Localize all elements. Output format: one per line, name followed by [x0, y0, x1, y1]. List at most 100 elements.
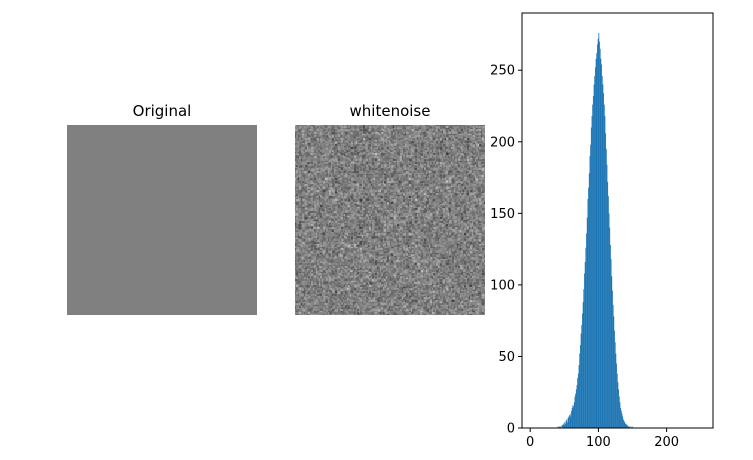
histogram-bar — [610, 259, 612, 428]
histogram-bar — [577, 377, 579, 428]
histogram-bar — [575, 389, 577, 428]
histogram-bar — [571, 407, 573, 428]
histogram-bar — [563, 425, 565, 428]
histogram-bar — [574, 396, 576, 428]
histogram-bar — [588, 187, 589, 428]
histogram-bar — [588, 173, 590, 428]
x-tick-label: 200 — [654, 435, 679, 450]
histogram-bar — [599, 41, 600, 428]
histogram-bar — [622, 419, 624, 428]
histogram-bar — [599, 48, 601, 428]
histogram-bar — [564, 422, 566, 428]
histogram-bar — [593, 84, 595, 428]
histogram-bar — [571, 410, 572, 428]
histogram-axes-frame — [521, 12, 714, 429]
histogram-bar — [579, 353, 581, 428]
histogram-bar — [557, 426, 559, 428]
histogram-bar — [601, 75, 603, 428]
histogram-bar — [582, 313, 583, 428]
histogram-bar — [585, 247, 587, 428]
histogram-bar — [595, 58, 597, 429]
histogram-bar — [612, 304, 614, 428]
y-tick-label: 0 — [507, 422, 515, 437]
histogram-bar — [568, 416, 570, 428]
y-tick-label: 150 — [490, 207, 515, 222]
histogram-bar — [561, 425, 563, 428]
y-tick-label: 200 — [490, 135, 515, 150]
histogram-bar — [601, 64, 602, 428]
histogram-bar — [600, 58, 602, 429]
histogram-bar — [613, 316, 615, 428]
histogram-bar — [625, 423, 627, 428]
histogram-bar — [569, 415, 570, 428]
histogram-bar — [577, 373, 579, 428]
histogram-bar — [609, 227, 611, 428]
histogram-bar — [608, 213, 610, 428]
histogram-bar — [626, 425, 628, 428]
histogram-bar — [630, 426, 632, 428]
histogram-bar — [623, 420, 625, 428]
histogram-bar — [627, 425, 628, 428]
whitenoise-image — [295, 125, 485, 315]
histogram-bar — [576, 385, 578, 428]
histogram-bar — [596, 53, 598, 428]
histogram-bar — [625, 423, 626, 428]
histogram-bar — [602, 84, 604, 428]
histogram-bar — [589, 156, 591, 428]
histogram-bar — [558, 426, 560, 428]
histogram-bar — [604, 116, 606, 428]
histogram-bar — [582, 302, 584, 428]
original-image — [67, 125, 257, 315]
histogram-bar — [607, 181, 609, 428]
histogram-bar — [584, 273, 585, 428]
panel-title-whitenoise: whitenoise — [349, 102, 431, 120]
histogram-bar — [622, 416, 624, 428]
histogram-bar — [579, 345, 581, 428]
histogram-bar — [584, 262, 586, 428]
histogram-bar — [578, 365, 580, 428]
histogram-bar — [619, 402, 621, 428]
histogram-bar — [594, 67, 596, 429]
histogram-bar — [587, 199, 589, 428]
y-tick-label: 50 — [498, 350, 515, 365]
histogram-bar — [614, 342, 616, 428]
histogram-bar — [565, 420, 567, 428]
histogram-bar — [564, 423, 566, 428]
histogram-bar — [606, 164, 608, 429]
histogram-bar — [624, 422, 626, 428]
histogram-bar — [597, 38, 599, 429]
histogram-bar — [590, 127, 592, 428]
histogram-bar — [570, 413, 572, 428]
histogram-bar — [573, 402, 575, 428]
histogram-bar — [611, 276, 613, 428]
histogram-bar — [627, 426, 629, 428]
histogram-bar — [620, 407, 622, 428]
histogram-bar — [575, 393, 577, 428]
histogram-bar — [559, 426, 561, 428]
x-tick-label: 100 — [586, 435, 611, 450]
histogram-bar — [560, 426, 562, 428]
histogram-bar — [629, 426, 630, 428]
histogram-bar — [583, 289, 585, 428]
histogram-bar — [562, 425, 564, 428]
histogram-bar — [609, 244, 611, 428]
histogram-bar — [631, 426, 633, 428]
histogram-bar — [572, 405, 574, 428]
histogram-bar — [591, 116, 593, 428]
histogram-bar — [615, 353, 617, 428]
histogram-bar — [605, 148, 607, 428]
histogram-bar — [592, 104, 594, 428]
histogram-bar — [566, 419, 568, 428]
histogram-bar — [569, 416, 571, 428]
panel-title-original: Original — [132, 102, 192, 120]
histogram-bar — [598, 33, 600, 428]
histogram-bar — [573, 406, 574, 428]
histogram-bar — [603, 104, 605, 428]
histogram-bar — [590, 144, 592, 429]
histogram-bar — [616, 363, 617, 428]
histogram-bar — [580, 333, 582, 428]
histogram-bar — [567, 422, 568, 428]
histogram-bar — [581, 324, 583, 428]
histogram-bar — [603, 93, 605, 428]
